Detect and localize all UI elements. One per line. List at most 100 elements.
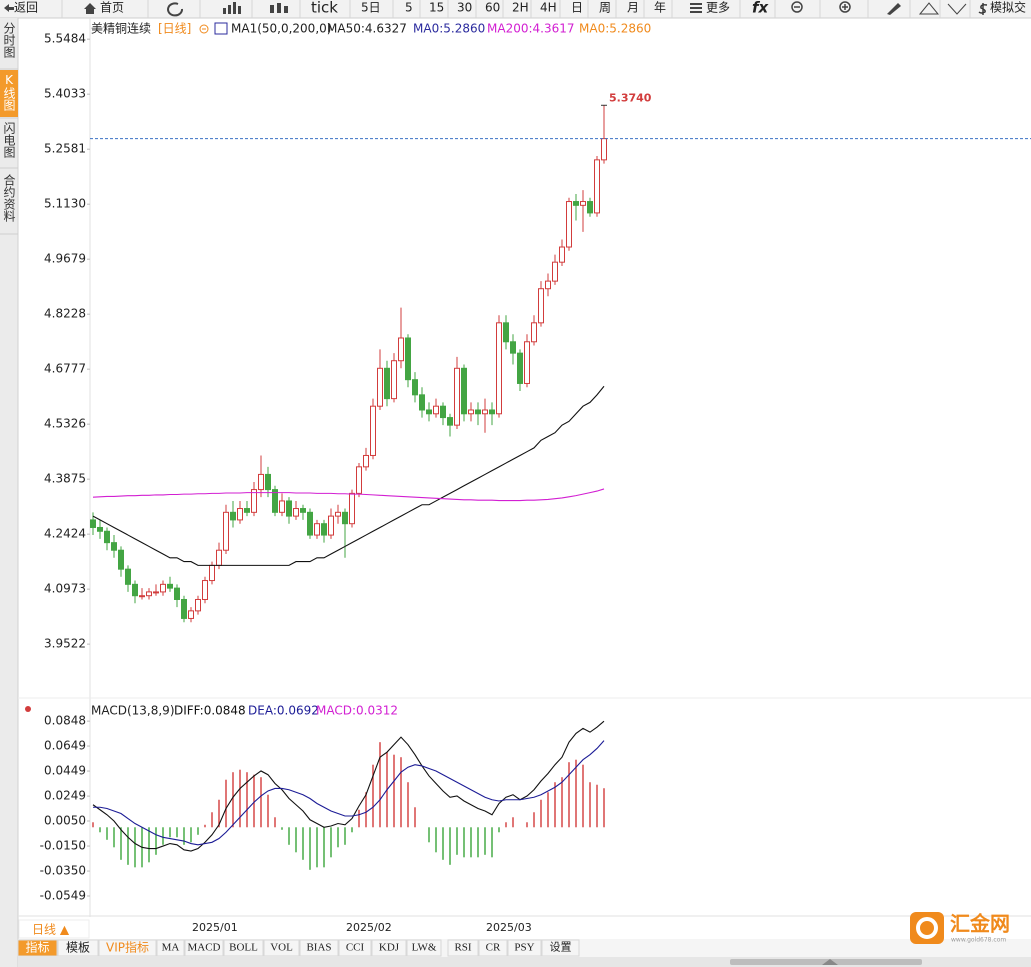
bars-icon[interactable] — [223, 2, 241, 14]
indicator-tab[interactable]: 指标 — [25, 940, 49, 955]
sidebar-tab[interactable]: 合约资料 — [2, 173, 16, 222]
y-tick-label: 0.0848 — [44, 714, 86, 728]
toolbar-button[interactable]: 日 — [571, 1, 583, 15]
indicator-tab[interactable]: KDJ — [379, 942, 400, 954]
more-icon[interactable] — [690, 3, 702, 13]
candle-body — [223, 511, 229, 551]
scrollbar — [18, 957, 1031, 967]
toolbar-button[interactable]: 月 — [627, 1, 639, 15]
candle-body — [314, 523, 320, 536]
indicator-tab[interactable]: LW& — [412, 942, 437, 954]
tab-background — [447, 939, 479, 957]
candle-body — [552, 261, 558, 282]
candle-body — [209, 564, 215, 582]
candle-body — [265, 473, 271, 491]
indicator-tab[interactable]: PSY — [514, 942, 534, 954]
toolbar-button[interactable]: 5 — [405, 1, 413, 15]
indicator-tab[interactable]: RSI — [454, 942, 471, 954]
back-icon[interactable] — [4, 4, 14, 12]
sidebar-tab[interactable]: 闪电图 — [2, 122, 16, 158]
toolbar-button[interactable]: 周 — [599, 1, 611, 15]
y-tick-label: 4.6777 — [44, 362, 86, 376]
candle-body — [531, 322, 537, 343]
candle-body — [125, 568, 131, 585]
pen-icon[interactable] — [887, 3, 901, 15]
candle-body — [111, 542, 117, 551]
indicator-tab[interactable]: 模板 — [66, 941, 90, 955]
indicator-tab[interactable]: CR — [486, 942, 501, 954]
logo-ring — [916, 917, 938, 939]
toolbar-button[interactable]: 首页 — [100, 1, 124, 15]
tab-background — [184, 939, 224, 957]
sidebar-tab[interactable]: K线图 — [2, 73, 16, 111]
sidebar — [0, 18, 18, 967]
dollar-icon[interactable] — [978, 3, 988, 15]
candle-body — [146, 591, 152, 597]
toolbar-button[interactable]: tick — [311, 0, 338, 17]
toolbar-button[interactable]: 30 — [457, 1, 472, 15]
toolbar-button[interactable]: 5日 — [361, 1, 381, 15]
legend-entry: DEA:0.0692 — [248, 704, 319, 718]
indicator-tab[interactable]: 设置 — [550, 941, 572, 954]
toolbar-button[interactable]: 15 — [429, 1, 444, 15]
candle-body — [272, 489, 278, 513]
indicator-tab[interactable]: BIAS — [306, 942, 331, 954]
candle-body — [405, 337, 411, 381]
y-tick-label: 4.5326 — [44, 417, 86, 431]
zoom-in-icon[interactable] — [839, 1, 851, 13]
indicator-tab[interactable]: VOL — [270, 942, 293, 954]
candle-body — [412, 379, 418, 396]
macd-line — [93, 740, 605, 846]
legend-entry: DIFF:0.0848 — [174, 704, 246, 718]
candle-body — [433, 405, 439, 415]
candle-body — [188, 610, 194, 619]
indicator-tab[interactable]: MA — [162, 942, 180, 954]
toolbar-button[interactable]: fx — [752, 0, 770, 17]
toolbar-button[interactable]: 4H — [540, 1, 557, 15]
candle-body — [426, 409, 432, 415]
candle-body — [307, 511, 313, 536]
candle-body — [90, 519, 96, 528]
y-tick-label: 0.0050 — [44, 814, 86, 828]
y-tick-label: 4.0973 — [44, 582, 86, 596]
toolbar-button[interactable]: 返回 — [14, 1, 38, 15]
indicator-title: MACD(13,8,9) — [91, 704, 175, 718]
candles-icon[interactable] — [270, 3, 288, 13]
moving-average — [92, 385, 605, 566]
refresh-icon[interactable] — [167, 2, 183, 17]
legend-entry: MA0:5.2860 — [413, 22, 485, 36]
toolbar-button[interactable]: 年 — [654, 1, 666, 15]
indicator-tab[interactable]: MACD — [187, 942, 220, 954]
macd-settings-icon[interactable] — [25, 706, 31, 712]
minus-icon[interactable] — [199, 24, 209, 34]
period-label[interactable]: 日线 ▲ — [32, 923, 70, 937]
candle-body — [363, 454, 369, 468]
toolbar-button[interactable]: 60 — [485, 1, 500, 15]
triangle-icon[interactable] — [918, 2, 940, 15]
toolbar-button[interactable]: 模拟交 — [990, 0, 1026, 15]
sidebar-tab-active — [0, 70, 18, 117]
period-box[interactable] — [18, 919, 90, 939]
home-icon[interactable] — [84, 3, 96, 14]
indicator-tab[interactable]: CCI — [346, 942, 365, 954]
candle-body — [118, 549, 124, 570]
y-tick-label: 4.2424 — [44, 527, 86, 541]
candle-body — [580, 201, 586, 206]
indicator-tab[interactable]: VIP指标 — [106, 940, 149, 955]
y-tick-label: 5.1130 — [44, 197, 86, 211]
candle-body — [489, 409, 495, 415]
candle-body — [384, 367, 390, 400]
sidebar-tab[interactable]: 分时图 — [2, 22, 16, 58]
toolbar-button[interactable]: 2H — [512, 1, 529, 15]
candle-body — [566, 201, 572, 248]
toolbar-button[interactable]: 更多 — [706, 1, 730, 15]
logo-name: 汇金网 — [950, 912, 1010, 936]
zoom-out-icon[interactable] — [791, 1, 803, 13]
candle-body — [419, 394, 425, 411]
tab-background — [263, 939, 300, 957]
candle-body — [447, 417, 453, 426]
ma-icon[interactable] — [214, 22, 228, 35]
down-icon[interactable] — [947, 3, 967, 15]
indicator-tab[interactable]: BOLL — [229, 942, 258, 954]
